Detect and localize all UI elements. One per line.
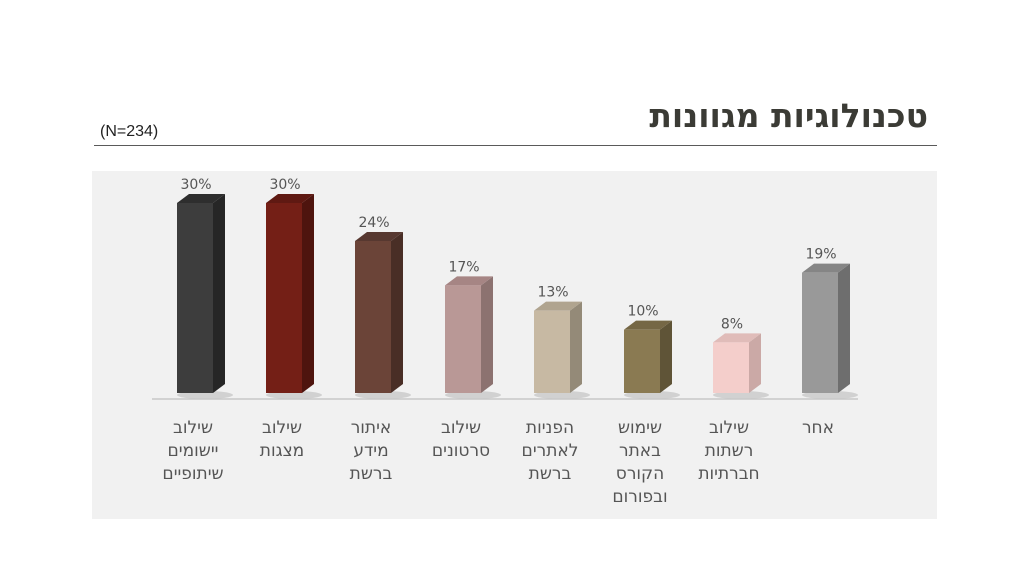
- category-label: שילוב: [173, 418, 213, 438]
- category-label: שילוב: [441, 418, 481, 438]
- category-label: שילוב: [262, 418, 302, 438]
- category-label: הקורס: [616, 464, 664, 484]
- bar-top: [355, 232, 403, 241]
- category-label: חברתיות: [698, 464, 759, 484]
- slide-title: טכנולוגיות מגוונות: [649, 96, 928, 135]
- category-label: איתור: [351, 418, 392, 438]
- category-label: אחר: [802, 418, 834, 438]
- category-label: שימוש: [618, 418, 662, 438]
- bar-top: [445, 276, 493, 286]
- bar-side: [213, 194, 225, 393]
- bar-value-label: 8%: [721, 316, 743, 332]
- bar: [445, 285, 481, 393]
- bar-top: [266, 194, 314, 203]
- bar: [355, 241, 391, 393]
- bar-value-label: 13%: [537, 285, 568, 301]
- category-label: ברשת: [350, 464, 393, 484]
- bar: [266, 203, 302, 393]
- bar-value-label: 10%: [627, 304, 658, 320]
- bar-side: [749, 333, 761, 393]
- bar-side: [302, 194, 314, 393]
- category-label: באתר: [619, 441, 661, 461]
- chart-background: [92, 171, 937, 519]
- bar: [624, 329, 660, 393]
- bar-top: [534, 301, 582, 311]
- bar-value-label: 30%: [180, 177, 211, 193]
- category-label: הפניות: [526, 418, 574, 438]
- bar-side: [481, 276, 493, 393]
- bar-top: [802, 263, 850, 273]
- title-divider: [94, 145, 937, 146]
- bar-top: [624, 320, 672, 330]
- bar-side: [391, 232, 403, 393]
- bar-side: [570, 301, 582, 393]
- bar: [802, 272, 838, 393]
- bar-value-label: 30%: [269, 177, 300, 193]
- bar-value-label: 24%: [358, 215, 389, 231]
- category-label: ובפורום: [612, 487, 667, 507]
- category-label: ברשת: [529, 464, 572, 484]
- bar: [177, 203, 213, 393]
- bar: [713, 342, 749, 393]
- category-label: מצגות: [260, 441, 304, 461]
- category-label: רשתות: [705, 441, 754, 461]
- bar-top: [713, 333, 761, 343]
- category-label: שיתופיים: [162, 464, 223, 484]
- bar-side: [838, 263, 850, 393]
- bar-value-label: 19%: [805, 247, 836, 263]
- bar: [534, 310, 570, 393]
- sample-size-note: (N=234): [100, 123, 159, 140]
- bar-value-label: 17%: [448, 259, 479, 275]
- category-label: מידע: [353, 441, 388, 461]
- category-label: שילוב: [709, 418, 749, 438]
- category-label: יישומים: [168, 441, 219, 461]
- bar-side: [660, 320, 672, 393]
- category-label: סרטונים: [432, 441, 490, 461]
- category-label: לאתרים: [522, 441, 579, 461]
- bar-top: [177, 194, 225, 203]
